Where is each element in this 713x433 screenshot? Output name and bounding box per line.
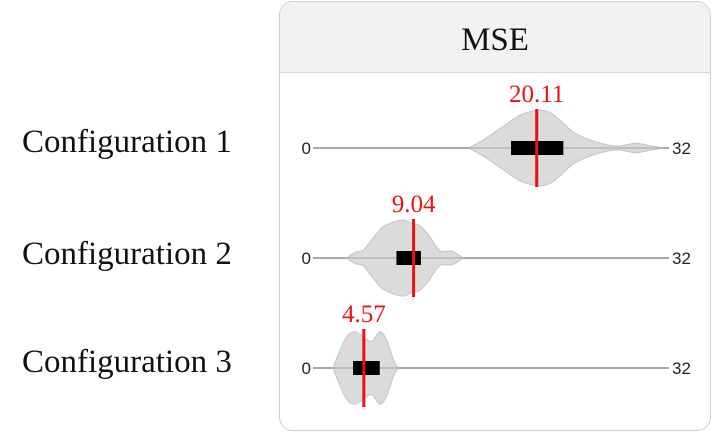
axis-min-label-3: 0 [302, 359, 311, 378]
mean-label-3: 4.57 [342, 301, 386, 328]
iqr-box-2 [396, 251, 421, 265]
iqr-box-3 [353, 361, 380, 375]
mean-label-2: 9.04 [392, 191, 436, 218]
row-label-configuration-3: Configuration 3 [22, 344, 232, 380]
mean-label-1: 20.11 [509, 81, 564, 108]
axis-max-label-2: 32 [672, 249, 691, 268]
violin-plot: 20.11 0 32 9.04 0 32 4.57 0 32 [302, 81, 691, 407]
axis-min-label-2: 0 [302, 249, 311, 268]
axis-max-label-1: 32 [672, 139, 691, 158]
panel-header: MSE [280, 2, 710, 73]
row-label-configuration-1: Configuration 1 [22, 124, 232, 160]
chart-title: MSE [461, 22, 529, 58]
row-label-configuration-2: Configuration 2 [22, 236, 232, 272]
axis-max-label-3: 32 [672, 359, 691, 378]
chart-panel: MSE 20.11 0 32 9.04 0 32 4.57 0 32 [279, 1, 711, 431]
axis-min-label-1: 0 [302, 139, 311, 158]
